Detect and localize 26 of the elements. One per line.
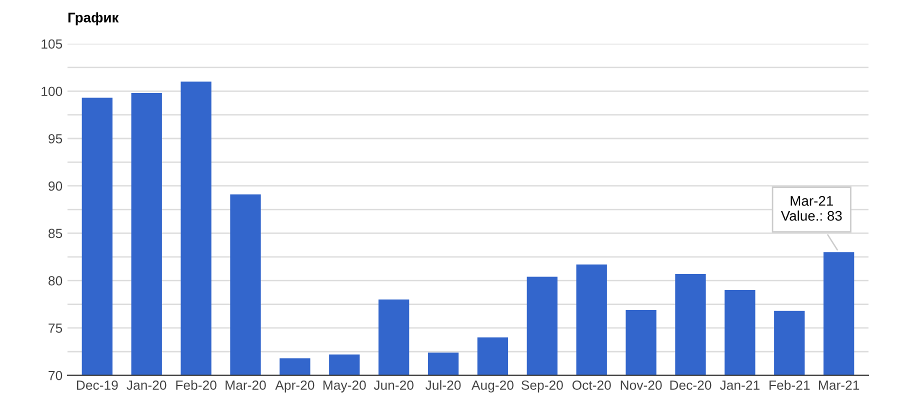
y-tick-label: 85 [48,228,62,238]
x-tick-label: Jan-21 [720,380,760,390]
x-tick-label: Mar-20 [226,380,266,390]
x-tick-label: Jul-20 [426,380,461,390]
x-tick-label: Feb-21 [770,380,810,390]
y-tick-label: 75 [48,324,62,333]
annotation: Mar-21 Value.: 83 [780,196,842,221]
y-tick-label: 95 [48,134,62,144]
x-tick-label: Dec-20 [670,380,712,390]
x-tick-label: Aug-20 [471,380,514,392]
y-tick-label: 100 [42,86,62,96]
x-tick-label: Jan-20 [126,380,166,390]
x-tick-label: Mar-21 [819,380,860,390]
y-tick-label: 70 [48,370,62,380]
x-tick-label: Sep-20 [521,380,563,392]
x-tick-label: Dec-19 [76,380,118,390]
chart-title: График [68,12,119,26]
x-tick-label: Nov-20 [620,380,662,390]
x-tick-label: Oct-20 [572,380,611,390]
x-tick-label: Feb-20 [176,380,216,390]
x-tick-label: Apr-20 [275,380,314,392]
y-tick-label: 90 [48,181,62,191]
x-tick-label: Jun-20 [374,380,414,390]
x-tick-label: May-20 [323,380,366,392]
y-tick-label: 80 [48,276,62,286]
y-tick-label: 105 [42,39,62,49]
